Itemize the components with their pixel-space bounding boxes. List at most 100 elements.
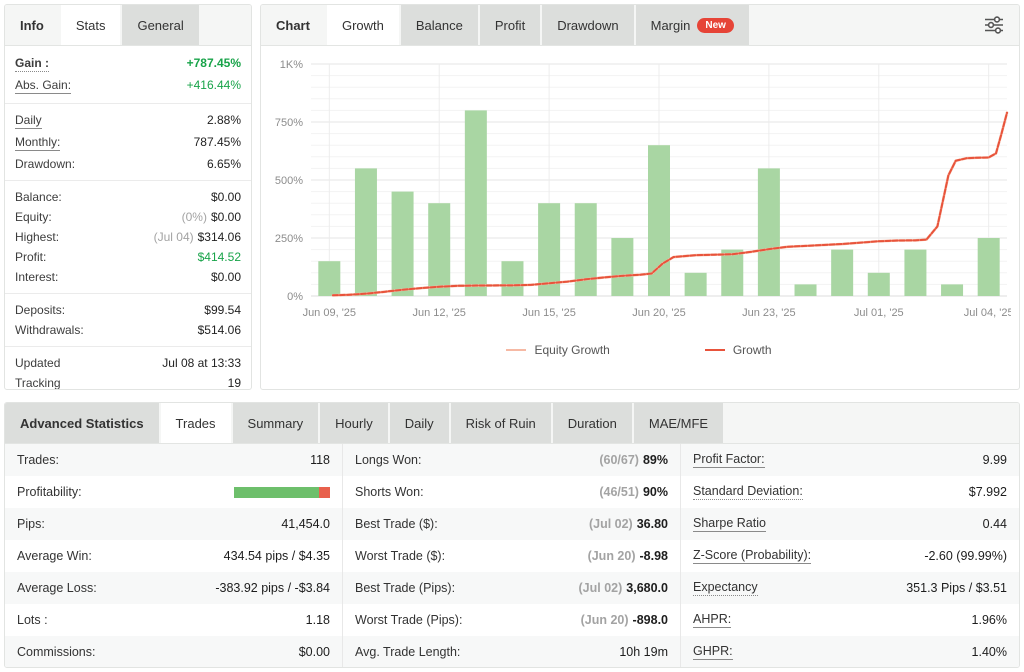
table-row-best-trade: Best Trade ($): (Jul 02) 36.80 — [343, 508, 680, 540]
tab-duration[interactable]: Duration — [552, 403, 632, 443]
tab-balance[interactable]: Balance — [400, 5, 478, 45]
table-label: Best Trade (Pips): — [355, 581, 456, 595]
stat-label[interactable]: Monthly: — [15, 135, 61, 151]
tab-advanced-statistics[interactable]: Advanced Statistics — [5, 403, 159, 443]
table-row-pips: Pips: 41,454.0 — [5, 508, 342, 540]
table-value: (Jul 02) 3,680.0 — [579, 581, 668, 595]
table-label: Pips: — [17, 517, 45, 531]
table-value-main: $7.992 — [968, 485, 1007, 499]
table-row-worst-trade-pips: Worst Trade (Pips): (Jun 20) -898.0 — [343, 604, 680, 636]
table-row-ghpr: GHPR: 1.40% — [681, 636, 1019, 667]
tab-label: Hourly — [335, 415, 373, 431]
table-label: Avg. Trade Length: — [355, 645, 461, 659]
table-value-muted: (60/67) — [599, 453, 639, 467]
table-value: (60/67) 89% — [599, 453, 668, 467]
tab-stats[interactable]: Stats — [60, 5, 121, 45]
table-label[interactable]: Profit Factor: — [693, 452, 765, 468]
advanced-statistics-tabstrip: Advanced Statistics Trades Summary Hourly Da… — [5, 403, 1019, 444]
table-value-muted: (Jun 20) — [580, 613, 629, 627]
top-row: Info Stats General Gain : +787.45% Abs. Gain… — [4, 4, 1020, 390]
table-value-main: -2.60 (99.99%) — [924, 549, 1007, 563]
filter-sliders-icon[interactable] — [969, 5, 1019, 45]
table-label[interactable]: AHPR: — [693, 612, 732, 628]
table-row-standard-deviation: Standard Deviation: $7.992 — [681, 476, 1019, 508]
gain-bar — [574, 203, 597, 296]
stat-group: Updated Jul 08 at 13:33 Tracking 19 — [5, 346, 251, 389]
stat-value-main: Jul 08 at 13:33 — [162, 356, 241, 370]
stat-row-interest: Interest: $0.00 — [5, 267, 251, 287]
table-label[interactable]: GHPR: — [693, 644, 733, 660]
table-value-main: 89% — [642, 453, 668, 467]
table-label: Worst Trade ($): — [355, 549, 446, 563]
tab-label: Chart — [276, 17, 310, 33]
table-label[interactable]: Expectancy — [693, 580, 758, 596]
tab-chart[interactable]: Chart — [261, 5, 325, 45]
tab-summary[interactable]: Summary — [232, 403, 319, 443]
stat-label[interactable]: Daily — [15, 113, 42, 129]
tab-label: Margin — [650, 17, 691, 33]
legend-item-equity-growth[interactable]: Equity Growth — [506, 343, 610, 357]
stat-label[interactable]: Abs. Gain: — [15, 78, 72, 94]
stat-value-main: $314.06 — [197, 230, 241, 244]
tab-label: Trades — [175, 415, 216, 431]
legend-item-growth[interactable]: Growth — [704, 343, 772, 357]
stat-label: Interest: — [15, 270, 59, 284]
table-value-main: -8.98 — [639, 549, 669, 563]
table-value: (46/51) 90% — [599, 485, 668, 499]
chart-card: Chart Growth Balance Profit Drawdown Margin Ne… — [260, 4, 1020, 390]
stat-value-main: $0.00 — [210, 270, 241, 284]
table-value-main: 0.44 — [982, 517, 1007, 531]
table-label[interactable]: Sharpe Ratio — [693, 516, 766, 532]
new-badge: New — [697, 17, 734, 33]
tab-drawdown[interactable]: Drawdown — [542, 5, 634, 45]
profitability-bar-green — [234, 486, 320, 498]
stat-label: Drawdown: — [15, 157, 76, 171]
tab-profit[interactable]: Profit — [479, 5, 541, 45]
stat-group: Daily 2.88% Monthly: 787.45% Drawdown: 6.65% — [5, 103, 251, 174]
table-row-trades: Trades: 118 — [5, 444, 342, 476]
table-value-main: 118 — [310, 453, 330, 467]
gain-bar — [831, 249, 854, 296]
stat-label: Deposits: — [15, 303, 66, 317]
tab-daily[interactable]: Daily — [389, 403, 449, 443]
legend-line-swatch — [506, 349, 527, 351]
tab-trades[interactable]: Trades — [160, 403, 231, 443]
table-value-main: $0.00 — [298, 645, 330, 659]
table-label: Best Trade ($): — [355, 517, 438, 531]
stat-row-withdrawals: Withdrawals: $514.06 — [5, 320, 251, 340]
tab-growth[interactable]: Growth — [326, 5, 399, 45]
stat-label[interactable]: Gain : — [15, 56, 50, 72]
stat-value: $0.00 — [211, 190, 241, 204]
tab-mae-mfe[interactable]: MAE/MFE — [633, 403, 724, 443]
table-label[interactable]: Standard Deviation: — [693, 484, 803, 500]
stat-value: $414.52 — [198, 250, 241, 264]
stats-column-2: Longs Won: (60/67) 89% Shorts Won: (46/51) 90… — [343, 444, 681, 667]
x-axis-tick: Jun 15, '25 — [522, 307, 575, 319]
stat-value: (0%) $0.00 — [182, 210, 241, 224]
table-value-main: 1.18 — [305, 613, 330, 627]
tab-hourly[interactable]: Hourly — [320, 403, 388, 443]
tab-risk-of-ruin[interactable]: Risk of Ruin — [450, 403, 551, 443]
tab-general[interactable]: General — [122, 5, 199, 45]
gain-bar — [391, 191, 414, 296]
x-axis-tick: Jun 12, '25 — [412, 307, 465, 319]
growth-chart-svg: 1K% 750% 500% 250% 0%Jun 09, '25 Jun 12, '25 J… — [275, 59, 1014, 319]
legend-label: Equity Growth — [534, 343, 610, 357]
table-value: 41,454.0 — [281, 517, 330, 531]
table-row-z-score-probability: Z-Score (Probability): -2.60 (99.99%) — [681, 540, 1019, 572]
gain-bar — [354, 168, 377, 296]
stat-row-highest: Highest: (Jul 04) $314.06 — [5, 227, 251, 247]
stat-row-profit: Profit: $414.52 — [5, 247, 251, 267]
x-axis-tick: Jul 01, '25 — [854, 307, 904, 319]
stat-row-tracking: Tracking 19 — [5, 373, 251, 389]
tab-label: Summary — [247, 415, 304, 431]
stats-column-3: Profit Factor: 9.99 Standard Deviation: $7.… — [681, 444, 1019, 667]
gain-bar — [904, 249, 927, 296]
table-label[interactable]: Z-Score (Probability): — [693, 548, 812, 564]
stat-row-drawdown: Drawdown: 6.65% — [5, 154, 251, 174]
tab-info[interactable]: Info — [5, 5, 59, 45]
stat-value-main: 2.88% — [206, 113, 241, 127]
table-value-muted: (Jul 02) — [588, 517, 633, 531]
tab-margin[interactable]: Margin New — [635, 5, 749, 45]
stat-value: 2.88% — [207, 113, 241, 127]
